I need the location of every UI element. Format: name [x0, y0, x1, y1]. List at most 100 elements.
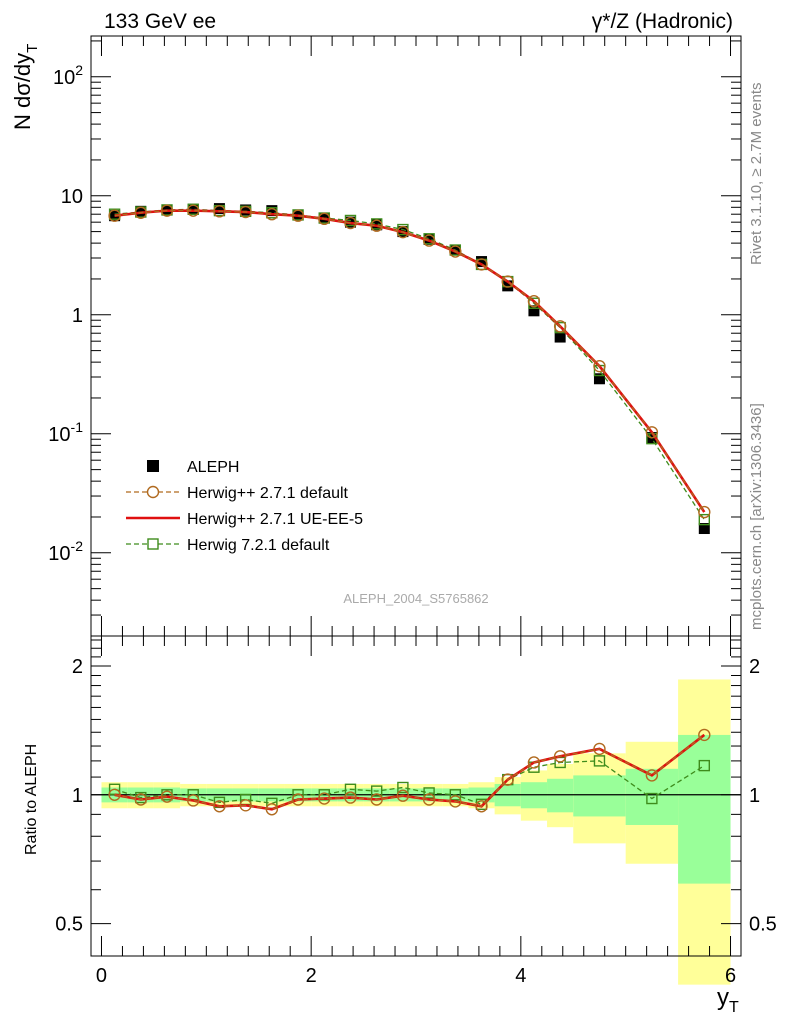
ratio-marker-herwig7-default: [370, 785, 383, 797]
ratio-marker-herwigpp-default: [108, 788, 121, 801]
main-marker-herwigpp-default: [213, 205, 226, 218]
main-marker-aleph: [476, 256, 488, 268]
ratio-marker-herwigpp-default: [422, 793, 436, 806]
legend-label: Herwig++ 2.7.1 default: [187, 485, 349, 502]
main-marker-herwigpp-default: [645, 426, 659, 439]
main-marker-herwigpp-default: [187, 204, 200, 217]
ratio-marker-herwigpp-default: [134, 793, 147, 806]
x-tick-label: 2: [306, 965, 317, 987]
analysis-label: ALEPH_2004_S5765862: [343, 591, 488, 606]
ratio-ytick-label: 1: [72, 785, 83, 807]
side-label-bottom: mcplots.cern.ch [arXiv:1306.3436]: [748, 403, 765, 630]
ratio-marker-herwigpp-default: [239, 799, 252, 812]
ratio-ytick-label-right: 1: [749, 785, 760, 807]
x-axis-label-sub: T: [729, 999, 739, 1016]
main-marker-aleph: [593, 373, 605, 385]
legend-label: ALEPH: [187, 459, 239, 476]
legend-label: Herwig++ 2.7.1 UE-EE-5: [187, 511, 363, 528]
ratio-uncertainty-bands: [101, 679, 731, 985]
ratio-plot-axes: 0 2 4 6 0.5 0.5 1 1 2 2: [55, 635, 777, 987]
ratio-marker-herwigpp-default: [370, 793, 383, 806]
ratio-marker-herwig7-default: [646, 792, 658, 805]
main-marker-aleph: [135, 205, 147, 217]
main-marker-herwigpp-default: [698, 505, 711, 519]
main-marker-herwigpp-default: [370, 219, 383, 232]
x-axis-label: yT: [717, 984, 739, 1016]
ratio-ytick-label-right: 0.5: [749, 914, 777, 936]
main-marker-herwigpp-default: [527, 295, 541, 308]
main-ylabel: N dσ/dyT: [10, 44, 41, 130]
x-tick-label: 0: [96, 965, 107, 987]
main-marker-herwigpp-default: [396, 225, 410, 239]
main-ylabel-sub: T: [24, 44, 41, 53]
side-label-top: Rivet 3.1.10, ≥ 2.7M events: [748, 83, 765, 266]
main-marker-herwigpp-default: [108, 209, 121, 222]
main-marker-aleph: [266, 205, 278, 217]
ratio-marker-herwigpp-default: [187, 794, 200, 807]
main-marker-herwigpp-default: [239, 205, 252, 219]
ratio-marker-herwigpp-default: [213, 800, 226, 813]
main-marker-herwigpp-default: [553, 320, 567, 333]
main-marker-aleph: [554, 331, 566, 343]
ratio-ytick-label-right: 2: [749, 656, 760, 678]
ratio-line-herwig7-default: [114, 760, 705, 806]
ratio-marker-herwigpp-default: [698, 728, 711, 742]
ratio-marker-herwigpp-default: [475, 800, 488, 813]
main-ytick-label: 10-1: [48, 419, 83, 446]
legend-marker-aleph: [147, 460, 159, 472]
main-marker-herwigpp-default: [160, 204, 174, 217]
ratio-marker-herwigpp-default: [527, 756, 541, 769]
main-ytick-label: 10: [61, 186, 83, 208]
main-marker-aleph: [240, 204, 252, 216]
ratio-marker-herwigpp-default: [449, 795, 462, 808]
ratio-ylabel: Ratio to ALEPH: [23, 744, 40, 855]
ratio-marker-herwigpp-default: [645, 769, 659, 782]
main-line-ue-ee-5: [114, 209, 706, 513]
ratio-marker-herwigpp-default: [593, 742, 606, 756]
ratio-line-herwigpp-default: [114, 734, 705, 810]
main-marker-herwigpp-default: [593, 359, 606, 373]
x-axis-label-main: y: [717, 984, 729, 1011]
ratio-band-green: [547, 778, 574, 813]
ratio-marker-herwigpp-default: [265, 803, 279, 816]
ratio-marker-herwig7-default: [423, 787, 435, 799]
main-marker-herwigpp-default: [134, 206, 147, 219]
ratio-marker-herwigpp-default: [553, 750, 567, 763]
legend-marker-herwig7-default: [147, 538, 159, 550]
main-marker-herwig7-default: [698, 513, 711, 526]
main-marker-aleph: [528, 305, 540, 317]
main-marker-aleph: [698, 523, 710, 535]
main-marker-aleph: [187, 203, 199, 215]
main-marker-herwigpp-default: [449, 245, 462, 258]
main-marker-herwigpp-default: [265, 208, 279, 221]
legend: ALEPH Herwig++ 2.7.1 default Herwig++ 2.7.…: [126, 459, 363, 554]
main-marker-herwigpp-default: [318, 212, 331, 226]
main-ytick-label: 1: [72, 305, 83, 327]
ratio-marker-herwigpp-default: [396, 789, 410, 802]
main-marker-herwigpp-default: [344, 216, 357, 230]
ratio-marker-herwigpp-default: [344, 791, 357, 804]
x-tick-label: 6: [725, 965, 736, 987]
ratio-marker-herwigpp-default: [160, 790, 174, 803]
ratio-band-green: [678, 734, 731, 884]
ratio-ytick-label: 2: [72, 656, 83, 678]
ratio-marker-herwig7-default: [698, 759, 711, 772]
ratio-band-green: [573, 775, 626, 817]
main-marker-herwigpp-default: [475, 258, 488, 271]
main-ytick-label: 102: [53, 62, 83, 89]
legend-label: Herwig 7.2.1 default: [187, 537, 330, 554]
legend-marker-herwigpp-default: [146, 485, 160, 499]
main-ylabel-main: N dσ/dy: [10, 53, 35, 130]
header-right: γ*/Z (Hadronic): [592, 10, 733, 33]
ratio-ytick-label: 0.5: [55, 914, 83, 936]
ratio-plot-series: [108, 728, 711, 816]
main-plot-series: [108, 203, 711, 535]
ratio-marker-herwig7-default: [344, 783, 357, 795]
main-marker-herwigpp-default: [422, 234, 436, 247]
ratio-marker-herwig7-default: [449, 789, 462, 801]
ratio-marker-herwigpp-default: [291, 793, 305, 806]
ratio-marker-herwig7-default: [397, 781, 409, 794]
ratio-marker-herwig7-default: [108, 783, 121, 795]
ratio-marker-herwigpp-default: [318, 792, 331, 805]
